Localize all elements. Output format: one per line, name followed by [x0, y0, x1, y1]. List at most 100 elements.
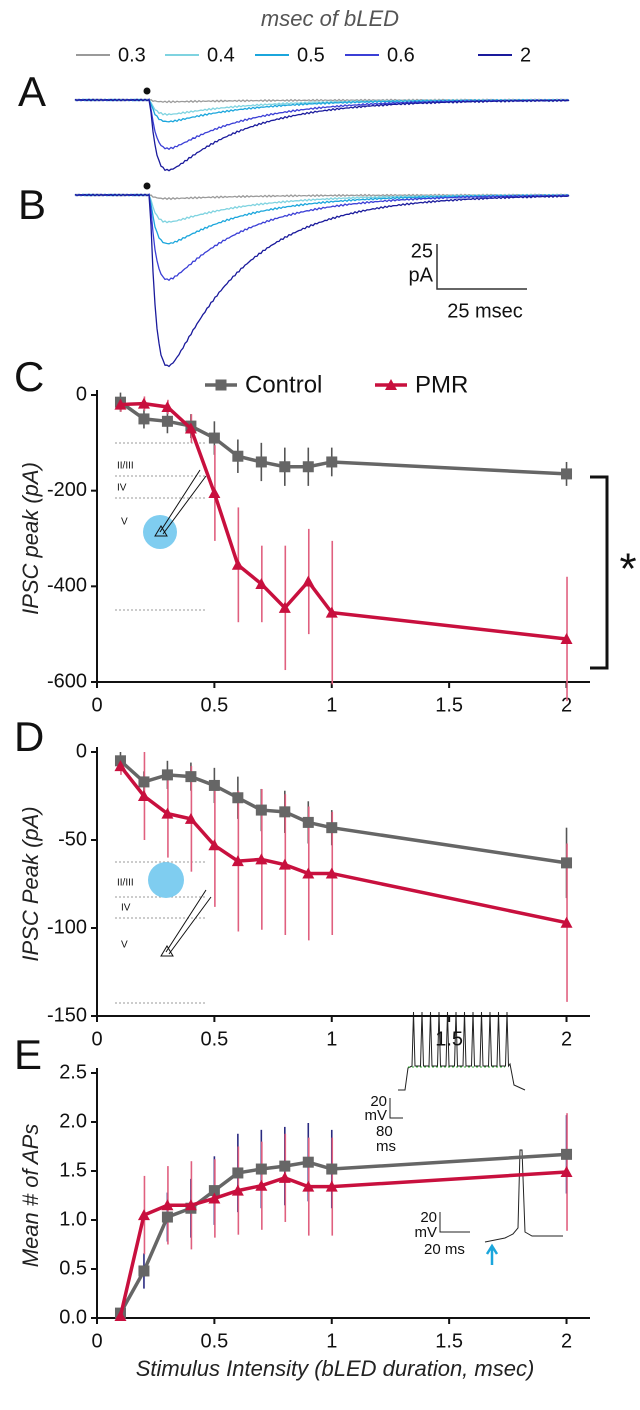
- x-tick-label: 1.5: [435, 694, 463, 716]
- legend-label: PMR: [415, 371, 468, 398]
- led-spot: [148, 862, 184, 898]
- marker: [138, 1265, 150, 1277]
- y-tick-label: 1.5: [59, 1159, 87, 1181]
- scale-label: mV: [415, 1224, 438, 1241]
- layer-label: V: [121, 940, 128, 951]
- marker: [279, 461, 291, 473]
- panel-label: D: [14, 713, 44, 760]
- legend-label: 0.6: [387, 44, 415, 66]
- y-tick-label: 0: [76, 740, 87, 762]
- marker: [302, 575, 315, 587]
- x-tick-label: 2: [561, 694, 572, 716]
- marker: [208, 1192, 221, 1204]
- x-tick-label: 1: [326, 694, 337, 716]
- marker: [137, 1209, 150, 1221]
- current-trace: [74, 193, 570, 245]
- y-tick-label: -400: [47, 575, 87, 597]
- marker: [114, 760, 127, 772]
- marker: [561, 468, 573, 480]
- panel-label: B: [18, 181, 46, 228]
- legend-label: 0.5: [297, 44, 325, 66]
- scale-label: 25: [411, 240, 433, 262]
- marker: [255, 577, 268, 589]
- y-tick-label: -600: [47, 670, 87, 692]
- marker: [137, 790, 150, 801]
- y-axis-label: IPSC Peak (pA): [18, 806, 43, 961]
- marker: [208, 779, 220, 791]
- legend-label: Control: [245, 371, 322, 398]
- legend-label: 2: [520, 44, 531, 66]
- legend-label: 0.4: [207, 44, 235, 66]
- x-tick-label: 1: [326, 1028, 337, 1050]
- y-axis-label: Mean # of APs: [18, 1124, 43, 1267]
- marker: [161, 807, 174, 819]
- y-tick-label: 2.0: [59, 1110, 87, 1132]
- marker: [302, 1156, 314, 1168]
- current-trace: [74, 193, 570, 201]
- current-trace: [74, 192, 570, 282]
- marker: [325, 1180, 338, 1192]
- marker: [560, 916, 573, 928]
- marker: [137, 397, 150, 409]
- y-tick-label: 2.5: [59, 1061, 87, 1083]
- marker: [208, 839, 221, 851]
- electrode: [160, 889, 212, 957]
- legend-label: 0.3: [118, 44, 146, 66]
- x-tick-label: 0.5: [200, 1028, 228, 1050]
- bracket: [590, 475, 609, 670]
- series-line: [119, 400, 567, 476]
- marker: [255, 1163, 267, 1175]
- x-tick-label: 0.5: [200, 694, 228, 716]
- marker: [161, 769, 173, 781]
- layer-label: IV: [117, 483, 127, 494]
- panel-label: C: [14, 353, 44, 400]
- series-line: [120, 401, 567, 641]
- marker: [114, 1310, 127, 1322]
- layer-label: II/III: [117, 878, 134, 889]
- marker: [232, 1167, 244, 1179]
- marker: [278, 858, 291, 870]
- marker: [255, 456, 267, 468]
- scale-label: 20: [420, 1209, 437, 1226]
- marker: [326, 822, 338, 834]
- marker: [184, 812, 197, 824]
- marker: [161, 400, 174, 412]
- marker: [326, 456, 338, 468]
- scale-label: 20: [370, 1093, 387, 1110]
- x-tick-label: 1: [326, 1330, 337, 1352]
- marker: [326, 1163, 338, 1175]
- marker: [208, 1185, 220, 1197]
- y-tick-label: -200: [47, 479, 87, 501]
- marker: [231, 1184, 244, 1196]
- scale-bar: [439, 1212, 470, 1233]
- y-tick-label: -50: [58, 828, 87, 850]
- marker: [184, 1199, 197, 1211]
- scale-bar: [436, 244, 527, 290]
- marker: [161, 415, 173, 427]
- current-trace: [74, 193, 570, 368]
- y-tick-label: -100: [47, 916, 87, 938]
- marker: [138, 776, 150, 788]
- electrode: [154, 469, 207, 537]
- series-line: [119, 764, 567, 925]
- stim-dot: [143, 182, 151, 190]
- marker: [560, 632, 573, 644]
- ap-train-trace: [398, 1011, 526, 1091]
- marker: [161, 1211, 173, 1223]
- x-tick-label: 1.5: [435, 1330, 463, 1352]
- y-tick-label: -150: [47, 1004, 87, 1026]
- significance: *: [619, 545, 636, 594]
- marker: [232, 792, 244, 804]
- marker: [255, 1179, 268, 1191]
- panel-label: E: [14, 1031, 42, 1078]
- y-axis-label: IPSC peak (pA): [18, 462, 43, 615]
- scale-label: 25 msec: [447, 300, 523, 322]
- marker: [185, 771, 197, 783]
- marker: [138, 413, 150, 425]
- stim-dot: [143, 87, 151, 95]
- marker: [325, 867, 338, 879]
- marker: [302, 816, 314, 828]
- series-line: [118, 1170, 567, 1317]
- scale-label: pA: [409, 264, 434, 286]
- marker: [208, 487, 221, 499]
